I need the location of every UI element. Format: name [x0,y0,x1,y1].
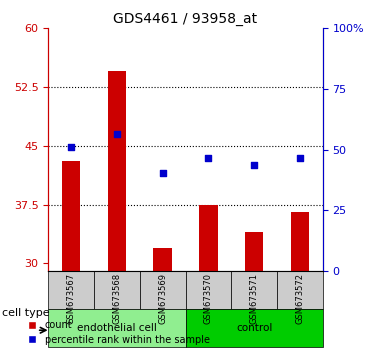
FancyBboxPatch shape [48,309,186,347]
Point [206,155,211,160]
Bar [199,205,217,271]
Bar [62,161,80,271]
Text: GSM673569: GSM673569 [158,273,167,324]
Text: control: control [236,323,272,333]
Bar [291,212,309,271]
Point [251,162,257,168]
Bar [108,72,126,271]
FancyBboxPatch shape [277,271,323,309]
FancyBboxPatch shape [186,309,323,347]
Point [297,155,303,160]
Text: GSM673572: GSM673572 [295,273,304,324]
Bar [245,232,263,271]
Bar [154,247,172,271]
Legend: count, percentile rank within the sample: count, percentile rank within the sample [23,316,214,349]
Title: GDS4461 / 93958_at: GDS4461 / 93958_at [114,12,257,26]
Text: GSM673568: GSM673568 [112,273,121,324]
FancyBboxPatch shape [231,271,277,309]
Point [160,170,165,176]
Text: GSM673571: GSM673571 [250,273,259,324]
Point [68,144,74,150]
FancyBboxPatch shape [140,271,186,309]
FancyBboxPatch shape [186,271,231,309]
FancyBboxPatch shape [94,271,140,309]
FancyBboxPatch shape [48,271,94,309]
Text: GSM673567: GSM673567 [67,273,76,324]
Text: GSM673570: GSM673570 [204,273,213,324]
Text: cell type: cell type [2,308,49,318]
Point [114,131,120,137]
Text: endothelial cell: endothelial cell [77,323,157,333]
